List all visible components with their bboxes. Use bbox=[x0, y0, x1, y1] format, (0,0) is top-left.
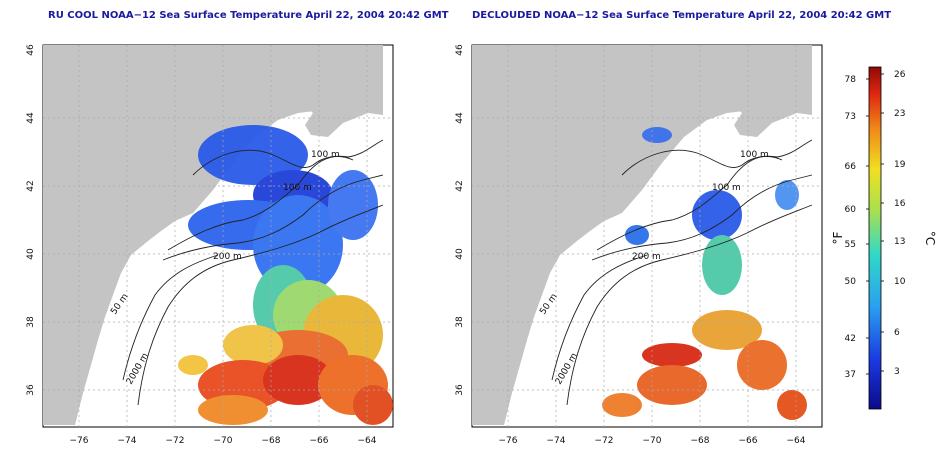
f-tick: 55 bbox=[845, 240, 856, 250]
left-y-tick: 44 bbox=[26, 112, 36, 124]
left-sst-overlay bbox=[178, 125, 393, 425]
left-y-tick: 42 bbox=[26, 180, 36, 191]
right-x-axis: −76 −74 −72 −70 −68 −66 −64 bbox=[499, 436, 806, 446]
c-tick: 13 bbox=[894, 237, 905, 247]
colorbar-f-ticks: 78 73 66 60 55 50 42 37 bbox=[845, 75, 857, 380]
left-map-panel: 100 m 100 m 200 m 50 m 2000 m −76 −74 −7… bbox=[26, 44, 394, 446]
left-y-tick: 40 bbox=[26, 248, 36, 260]
right-x-tick: −70 bbox=[643, 436, 662, 446]
right-x-tick: −64 bbox=[787, 436, 806, 446]
right-y-tick: 44 bbox=[455, 112, 465, 124]
left-contour-label-100b: 100 m bbox=[283, 183, 312, 193]
colorbar-unit-fahrenheit: °F bbox=[831, 231, 845, 244]
right-grid bbox=[472, 45, 822, 427]
colorbar-gradient bbox=[868, 66, 882, 410]
right-y-tick: 36 bbox=[455, 384, 465, 396]
right-map-panel: 100 m 100 m 200 m 50 m 2000 m −76 −74 −7… bbox=[455, 44, 823, 446]
right-y-tick: 42 bbox=[455, 180, 465, 191]
right-x-tick: −76 bbox=[499, 436, 518, 446]
f-tick: 73 bbox=[845, 112, 856, 122]
left-x-tick: −70 bbox=[214, 436, 233, 446]
left-y-tick: 36 bbox=[26, 384, 36, 396]
right-contour-label-100b: 100 m bbox=[712, 183, 741, 193]
left-y-tick: 46 bbox=[26, 44, 36, 56]
c-tick: 19 bbox=[894, 160, 906, 170]
left-contour-label-200: 200 m bbox=[213, 252, 242, 262]
right-sst-overlay bbox=[602, 127, 807, 420]
right-contour-label-100a: 100 m bbox=[740, 150, 769, 160]
f-tick: 78 bbox=[845, 75, 857, 85]
f-tick: 66 bbox=[845, 162, 857, 172]
c-tick: 16 bbox=[894, 199, 906, 209]
right-contour-label-200: 200 m bbox=[632, 252, 661, 262]
c-tick: 3 bbox=[894, 367, 900, 377]
c-tick: 26 bbox=[894, 70, 906, 80]
left-x-tick: −66 bbox=[310, 436, 329, 446]
colorbar-tick-marks bbox=[866, 73, 884, 375]
f-tick: 50 bbox=[845, 277, 857, 287]
left-x-tick: −74 bbox=[118, 436, 137, 446]
left-x-tick: −68 bbox=[262, 436, 281, 446]
right-y-tick: 46 bbox=[455, 44, 465, 56]
right-y-tick: 40 bbox=[455, 248, 465, 260]
left-x-axis: −76 −74 −72 −70 −68 −66 −64 bbox=[70, 436, 377, 446]
c-tick: 10 bbox=[894, 277, 906, 287]
right-x-tick: −68 bbox=[691, 436, 710, 446]
f-tick: 37 bbox=[845, 370, 856, 380]
right-x-tick: −72 bbox=[595, 436, 614, 446]
right-y-tick: 38 bbox=[455, 316, 465, 328]
left-x-tick: −72 bbox=[166, 436, 185, 446]
temperature-colorbar: 78 73 66 60 55 50 42 37 26 23 19 16 13 1… bbox=[831, 66, 937, 410]
left-x-tick: −76 bbox=[70, 436, 89, 446]
left-y-tick: 38 bbox=[26, 316, 36, 328]
left-panel-title: RU COOL NOAA−12 Sea Surface Temperature … bbox=[48, 10, 449, 21]
colorbar-unit-celsius: °C bbox=[923, 231, 937, 245]
c-tick: 23 bbox=[894, 109, 905, 119]
left-grid bbox=[43, 45, 393, 427]
left-contour-label-100a: 100 m bbox=[311, 150, 340, 160]
f-tick: 42 bbox=[845, 334, 856, 344]
colorbar-c-ticks: 26 23 19 16 13 10 6 3 bbox=[894, 70, 906, 377]
left-x-tick: −64 bbox=[358, 436, 377, 446]
left-y-axis: 36 38 40 42 44 46 bbox=[26, 44, 36, 396]
right-panel-title: DECLOUDED NOAA−12 Sea Surface Temperatur… bbox=[472, 10, 892, 21]
right-x-tick: −66 bbox=[739, 436, 758, 446]
f-tick: 60 bbox=[845, 205, 857, 215]
right-y-axis: 36 38 40 42 44 46 bbox=[455, 44, 465, 396]
right-x-tick: −74 bbox=[547, 436, 566, 446]
c-tick: 6 bbox=[894, 328, 900, 338]
